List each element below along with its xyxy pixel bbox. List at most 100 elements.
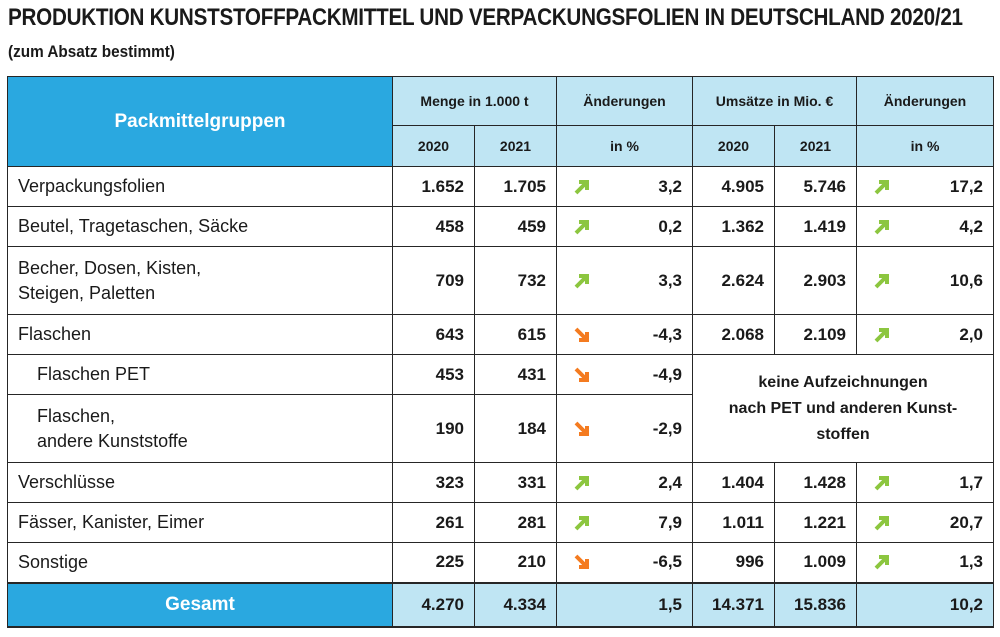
- total-row: Gesamt 4.270 4.334 1,5 14.371 15.836 10,2: [7, 581, 994, 628]
- arrow-up-icon: [574, 273, 589, 288]
- arrow-up-icon: [874, 515, 889, 530]
- table-row: Flaschen PET 453 431 -4,9 keine Aufzeichnung…: [7, 354, 994, 463]
- umsatz-2020-cell: 1.011: [692, 502, 775, 543]
- header-menge-2021: 2021: [474, 125, 557, 167]
- row-label: Flaschen PET: [7, 354, 393, 395]
- row-label: Verschlüsse: [7, 462, 393, 503]
- umsatz-2021-cell: 1.221: [774, 502, 857, 543]
- menge-2021-cell: 331: [474, 462, 557, 503]
- menge-2021-cell: 615: [474, 314, 557, 355]
- total-umsatz-2020: 14.371: [692, 581, 775, 628]
- menge-2021-cell: 732: [474, 246, 557, 315]
- umsatz-change-cell: 17,2: [856, 166, 994, 207]
- umsatz-change-cell: 1,7: [856, 462, 994, 503]
- row-label: Fässer, Kanister, Eimer: [7, 502, 393, 543]
- change-value: 1,3: [959, 552, 983, 572]
- header-umsaetze-in-prozent: in %: [856, 125, 994, 167]
- arrow-up-icon: [874, 327, 889, 342]
- arrow-down-icon: [574, 327, 589, 342]
- header-umsaetze-2021: 2021: [774, 125, 857, 167]
- row-label-line: Fässer, Kanister, Eimer: [18, 512, 205, 532]
- umsatz-change-cell: 4,2: [856, 206, 994, 247]
- menge-2021-cell: 1.705: [474, 166, 557, 207]
- change-value: 3,2: [658, 176, 682, 196]
- row-label: Beutel, Tragetaschen, Säcke: [7, 206, 393, 247]
- row-label-line: Verpackungsfolien: [18, 176, 166, 196]
- change-value: 10,6: [949, 270, 983, 290]
- umsatz-2021-cell: 2.903: [774, 246, 857, 315]
- umsatz-2020-cell: 1.404: [692, 462, 775, 503]
- menge-change-cell: 7,9: [556, 502, 693, 543]
- page-title: PRODUKTION KUNSTSTOFFPACKMITTEL UND VERP…: [8, 4, 963, 31]
- menge-2021-cell: 431: [474, 354, 557, 395]
- menge-change-cell: 3,3: [556, 246, 693, 315]
- row-label-line: Flaschen: [18, 324, 92, 344]
- note-line: stoffen: [816, 425, 870, 443]
- row-label-line: Flaschen,: [37, 405, 116, 426]
- row-label-line: Steigen, Paletten: [18, 282, 156, 303]
- arrow-up-icon: [874, 273, 889, 288]
- total-menge-2020: 4.270: [392, 581, 475, 628]
- row-label: Flaschen, andere Kunststoffe: [7, 394, 393, 463]
- row-label-line: Verschlüsse: [18, 472, 116, 492]
- row-label: Flaschen: [7, 314, 393, 355]
- menge-2020-cell: 261: [392, 502, 475, 543]
- table-row: Verpackungsfolien 1.652 1.705 3,2 4.905 5.746…: [7, 166, 994, 207]
- umsatz-change-cell: 1,3: [856, 542, 994, 583]
- no-data-note: keine Aufzeichnungen nach PET und anderen…: [692, 354, 994, 463]
- arrow-down-icon: [574, 367, 589, 382]
- umsatz-2021-cell: 1.419: [774, 206, 857, 247]
- change-value: 2,4: [658, 472, 682, 492]
- arrow-up-icon: [874, 555, 889, 570]
- arrow-up-icon: [874, 179, 889, 194]
- menge-2020-cell: 1.652: [392, 166, 475, 207]
- table-row: Flaschen, andere Kunststoffe 190 184 -2,9: [7, 394, 994, 463]
- row-label-line: Becher, Dosen, Kisten,: [18, 257, 202, 278]
- header-packmittelgruppen: Packmittelgruppen: [7, 76, 393, 167]
- menge-2020-cell: 643: [392, 314, 475, 355]
- arrow-up-icon: [874, 219, 889, 234]
- menge-2020-cell: 225: [392, 542, 475, 583]
- row-label: Sonstige: [7, 542, 393, 583]
- umsatz-2020-cell: 2.624: [692, 246, 775, 315]
- menge-change-cell: 2,4: [556, 462, 693, 503]
- change-value: 20,7: [949, 512, 983, 532]
- menge-2021-cell: 184: [474, 394, 557, 463]
- umsatz-change-cell: 20,7: [856, 502, 994, 543]
- change-value: 2,0: [959, 324, 983, 344]
- arrow-up-icon: [574, 515, 589, 530]
- total-menge-2021: 4.334: [474, 581, 557, 628]
- total-umsatz-change: 10,2: [856, 581, 994, 628]
- header-menge-2020: 2020: [392, 125, 475, 167]
- umsatz-change-cell: 2,0: [856, 314, 994, 355]
- change-value: 17,2: [949, 176, 983, 196]
- umsatz-2021-cell: 1.428: [774, 462, 857, 503]
- note-line: keine Aufzeichnungen: [758, 373, 928, 391]
- menge-change-cell: 0,2: [556, 206, 693, 247]
- total-label: Gesamt: [7, 581, 393, 628]
- table-row: Beutel, Tragetaschen, Säcke 458 459 0,2 1.36…: [7, 206, 994, 247]
- menge-change-cell: -2,9: [556, 394, 693, 463]
- menge-change-cell: 3,2: [556, 166, 693, 207]
- data-table: Packmittelgruppen Menge in 1.000 t Änder…: [7, 76, 994, 628]
- note-line: nach PET und anderen Kunst-: [728, 399, 958, 417]
- table-row: Fässer, Kanister, Eimer 261 281 7,9 1.011 1.2…: [7, 502, 994, 543]
- umsatz-2020-cell: 2.068: [692, 314, 775, 355]
- menge-2020-cell: 709: [392, 246, 475, 315]
- header-aenderungen-umsaetze: Änderungen: [856, 76, 994, 126]
- header-umsaetze: Umsätze in Mio. €: [692, 76, 857, 126]
- umsatz-2021-cell: 1.009: [774, 542, 857, 583]
- umsatz-2020-cell: 1.362: [692, 206, 775, 247]
- umsatz-2021-cell: 5.746: [774, 166, 857, 207]
- header-menge-in-prozent: in %: [556, 125, 693, 167]
- table-row: Sonstige 225 210 -6,5 996 1.009 1,3: [7, 542, 994, 583]
- umsatz-2020-cell: 4.905: [692, 166, 775, 207]
- menge-2020-cell: 323: [392, 462, 475, 503]
- menge-2020-cell: 458: [392, 206, 475, 247]
- arrow-up-icon: [574, 219, 589, 234]
- table-row: Becher, Dosen, Kisten, Steigen, Paletten 7…: [7, 246, 994, 315]
- change-value: 1,7: [959, 472, 983, 492]
- menge-change-cell: -4,9: [556, 354, 693, 395]
- menge-change-cell: -6,5: [556, 542, 693, 583]
- page-subtitle: (zum Absatz bestimmt): [8, 42, 175, 61]
